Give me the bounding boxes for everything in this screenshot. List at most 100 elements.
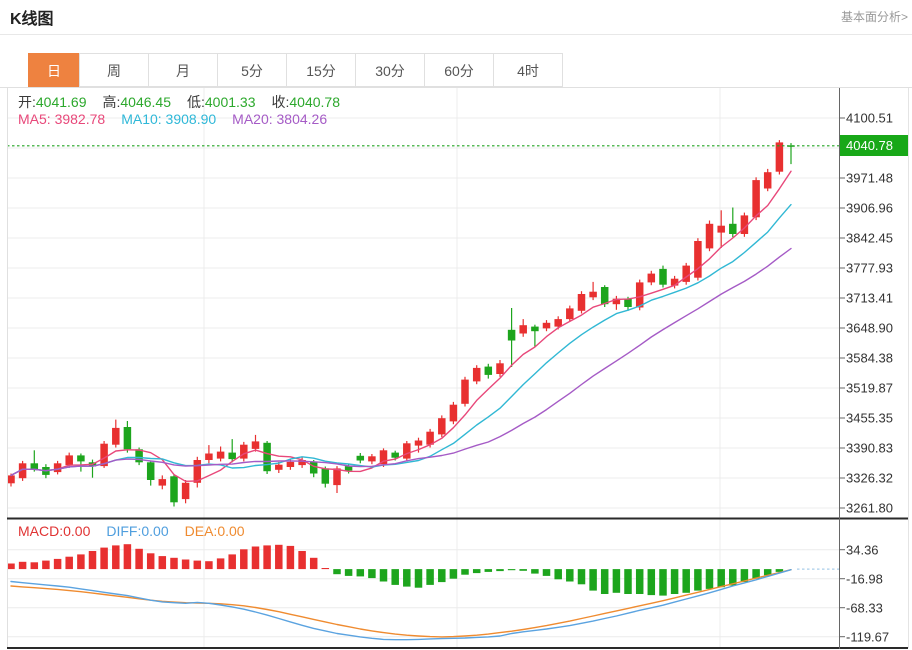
- tab-周[interactable]: 周: [79, 53, 149, 87]
- macd-histogram-bar[interactable]: [205, 561, 213, 570]
- candle[interactable]: [484, 366, 493, 375]
- candle[interactable]: [298, 460, 306, 466]
- candle[interactable]: [356, 455, 365, 461]
- tab-30分[interactable]: 30分: [355, 53, 425, 87]
- macd-histogram-bar[interactable]: [496, 569, 504, 572]
- macd-histogram-bar[interactable]: [566, 569, 574, 582]
- candle[interactable]: [612, 298, 621, 305]
- macd-histogram-bar[interactable]: [682, 569, 690, 593]
- macd-histogram-bar[interactable]: [531, 569, 539, 574]
- candle[interactable]: [135, 449, 143, 463]
- candle[interactable]: [740, 215, 749, 234]
- macd-histogram-bar[interactable]: [647, 569, 656, 596]
- macd-histogram-bar[interactable]: [659, 569, 667, 596]
- candle[interactable]: [577, 294, 586, 311]
- macd-histogram-bar[interactable]: [717, 569, 725, 588]
- candle[interactable]: [205, 453, 213, 461]
- candle[interactable]: [472, 367, 481, 382]
- macd-histogram-bar[interactable]: [589, 569, 597, 591]
- macd-histogram-bar[interactable]: [612, 569, 621, 593]
- candle[interactable]: [403, 443, 411, 459]
- macd-histogram-bar[interactable]: [368, 569, 376, 579]
- macd-histogram-bar[interactable]: [694, 569, 702, 591]
- candle[interactable]: [554, 319, 562, 327]
- macd-histogram-bar[interactable]: [519, 569, 527, 571]
- candle[interactable]: [100, 443, 108, 467]
- candle[interactable]: [53, 463, 62, 473]
- candle[interactable]: [449, 404, 458, 422]
- macd-histogram-bar[interactable]: [181, 559, 190, 570]
- macd-histogram-bar[interactable]: [472, 569, 481, 574]
- candle[interactable]: [647, 273, 656, 283]
- candle[interactable]: [333, 468, 341, 486]
- candle[interactable]: [275, 464, 283, 470]
- tab-4时[interactable]: 4时: [493, 53, 563, 87]
- macd-histogram-bar[interactable]: [216, 558, 225, 570]
- macd-histogram-bar[interactable]: [461, 569, 469, 575]
- macd-histogram-bar[interactable]: [100, 547, 108, 570]
- candle[interactable]: [763, 172, 772, 189]
- macd-histogram-bar[interactable]: [449, 569, 458, 579]
- macd-histogram-bar[interactable]: [275, 544, 283, 570]
- candle[interactable]: [682, 265, 690, 282]
- candle[interactable]: [7, 475, 15, 484]
- macd-histogram-bar[interactable]: [53, 558, 62, 570]
- candle[interactable]: [426, 431, 434, 445]
- macd-histogram-bar[interactable]: [65, 556, 73, 570]
- macd-histogram-bar[interactable]: [542, 569, 551, 576]
- macd-histogram-bar[interactable]: [577, 569, 586, 585]
- macd-histogram-bar[interactable]: [705, 569, 714, 589]
- candle[interactable]: [717, 225, 725, 233]
- macd-histogram-bar[interactable]: [670, 569, 679, 594]
- macd-histogram-bar[interactable]: [426, 569, 434, 585]
- candle[interactable]: [65, 455, 73, 466]
- candle[interactable]: [391, 452, 399, 458]
- macd-histogram-bar[interactable]: [251, 546, 260, 570]
- candle[interactable]: [158, 479, 167, 486]
- macd-histogram-bar[interactable]: [391, 569, 399, 585]
- candle[interactable]: [321, 468, 330, 484]
- macd-histogram-bar[interactable]: [240, 549, 248, 570]
- tab-5分[interactable]: 5分: [217, 53, 287, 87]
- candle[interactable]: [507, 329, 516, 341]
- macd-histogram-bar[interactable]: [333, 569, 341, 575]
- macd-histogram-bar[interactable]: [135, 548, 143, 570]
- candle[interactable]: [787, 145, 795, 147]
- candle[interactable]: [344, 466, 353, 471]
- candle[interactable]: [30, 463, 39, 470]
- candle[interactable]: [240, 444, 248, 459]
- tab-60分[interactable]: 60分: [424, 53, 494, 87]
- macd-histogram-bar[interactable]: [507, 569, 516, 571]
- candle[interactable]: [286, 461, 295, 467]
- candle[interactable]: [775, 142, 784, 172]
- candle[interactable]: [263, 442, 271, 472]
- macd-histogram-bar[interactable]: [763, 569, 772, 576]
- candle[interactable]: [752, 180, 760, 218]
- candle[interactable]: [368, 456, 376, 462]
- candle[interactable]: [635, 282, 644, 308]
- candle[interactable]: [170, 476, 178, 503]
- candle[interactable]: [181, 482, 190, 500]
- macd-histogram-bar[interactable]: [18, 561, 27, 570]
- candle[interactable]: [496, 363, 504, 374]
- macd-histogram-bar[interactable]: [484, 569, 493, 572]
- candle[interactable]: [216, 451, 225, 459]
- candle[interactable]: [694, 241, 702, 278]
- tab-月[interactable]: 月: [148, 53, 218, 87]
- tab-15分[interactable]: 15分: [286, 53, 356, 87]
- macd-histogram-bar[interactable]: [635, 569, 644, 594]
- macd-histogram-bar[interactable]: [146, 553, 155, 570]
- candle[interactable]: [228, 452, 236, 460]
- candle[interactable]: [600, 287, 609, 305]
- candle[interactable]: [531, 326, 539, 332]
- macd-histogram-bar[interactable]: [624, 569, 632, 594]
- macd-histogram-bar[interactable]: [600, 569, 609, 594]
- candle[interactable]: [461, 379, 469, 404]
- candle[interactable]: [309, 461, 318, 474]
- candle[interactable]: [123, 427, 132, 450]
- macd-histogram-bar[interactable]: [170, 557, 178, 570]
- macd-histogram-bar[interactable]: [554, 569, 562, 580]
- candle[interactable]: [18, 463, 27, 479]
- candle[interactable]: [659, 268, 667, 285]
